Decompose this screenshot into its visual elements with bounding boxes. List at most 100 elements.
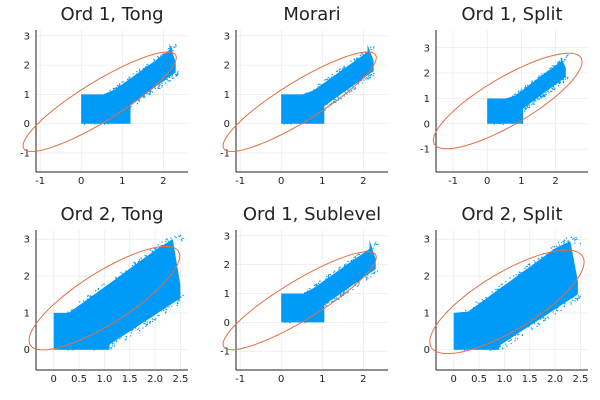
- scatter-point: [174, 235, 176, 238]
- x-tick-label: -1: [235, 176, 245, 187]
- scatter-point: [288, 302, 290, 304]
- scatter-point: [494, 347, 496, 349]
- scatter-point: [168, 80, 170, 82]
- scatter-point: [509, 337, 511, 339]
- scatter-point: [481, 302, 483, 304]
- scatter-point: [295, 100, 298, 102]
- scatter-point: [335, 272, 337, 274]
- scatter-point: [91, 297, 93, 299]
- scatter-point: [374, 243, 376, 245]
- scatter-point: [112, 341, 114, 343]
- scatter-point: [524, 90, 526, 92]
- scatter-point: [311, 314, 313, 316]
- y-tick-label: 3: [224, 31, 230, 42]
- scatter-point: [502, 123, 504, 125]
- scatter-point: [461, 317, 463, 319]
- scatter-point: [545, 94, 547, 96]
- scatter-point: [131, 330, 133, 332]
- x-tick-label: 1.0: [496, 374, 512, 385]
- scatter-point: [107, 121, 109, 123]
- scatter-point: [350, 90, 352, 92]
- scatter-point: [102, 288, 104, 290]
- scatter-point: [533, 101, 535, 103]
- scatter-point: [514, 340, 516, 342]
- scatter-point: [343, 291, 345, 293]
- scatter-point: [304, 295, 306, 297]
- scatter-point: [509, 277, 511, 279]
- scatter-point: [114, 277, 117, 279]
- scatter-point: [343, 67, 345, 69]
- scatter-point: [370, 249, 372, 251]
- y-tick-label: 0: [224, 318, 230, 329]
- scatter-point: [521, 110, 523, 112]
- scatter-point: [361, 82, 363, 84]
- scatter-point: [290, 122, 292, 125]
- scatter-point: [180, 234, 182, 236]
- y-tick-label: 2: [424, 272, 430, 283]
- scatter-point: [93, 349, 95, 351]
- scatter-point: [139, 70, 142, 72]
- y-tick-label: 1: [424, 308, 430, 319]
- scatter-point: [347, 260, 349, 262]
- scatter-point: [534, 262, 536, 264]
- scatter-point: [139, 329, 141, 332]
- point-cloud-region: [81, 43, 176, 124]
- scatter-point: [326, 276, 328, 278]
- scatter-point: [150, 254, 152, 256]
- scatter-point: [534, 80, 537, 82]
- scatter-point: [135, 327, 137, 329]
- scatter-point: [308, 95, 310, 97]
- scatter-point: [178, 235, 180, 237]
- scatter-point: [290, 303, 292, 305]
- scatter-point: [548, 254, 550, 256]
- scatter-point: [168, 306, 170, 308]
- scatter-point: [552, 249, 554, 251]
- scatter-point: [459, 317, 461, 319]
- scatter-point: [349, 88, 351, 90]
- scatter-point: [158, 249, 160, 251]
- scatter-point: [489, 114, 491, 116]
- scatter-point: [533, 99, 536, 101]
- scatter-point: [98, 288, 100, 290]
- scatter-point: [69, 312, 71, 314]
- scatter-point: [344, 265, 346, 267]
- scatter-point: [357, 258, 359, 260]
- scatter-point: [167, 80, 169, 82]
- scatter-point: [146, 321, 148, 323]
- scatter-point: [545, 92, 547, 94]
- scatter-point: [377, 243, 379, 245]
- scatter-point: [338, 72, 340, 74]
- scatter-point: [531, 80, 533, 82]
- scatter-point: [362, 56, 364, 58]
- scatter-point: [524, 271, 526, 273]
- scatter-point: [479, 302, 481, 304]
- scatter-point: [528, 267, 530, 269]
- scatter-point: [373, 272, 375, 274]
- scatter-point: [289, 322, 291, 324]
- scatter-point: [161, 241, 163, 243]
- scatter-point: [563, 242, 565, 244]
- scatter-point: [170, 47, 172, 49]
- scatter-point: [129, 104, 131, 106]
- ellipse-bound: [222, 51, 377, 153]
- scatter-point: [315, 309, 317, 312]
- scatter-point: [558, 85, 560, 87]
- scatter-point: [177, 303, 179, 305]
- scatter-point: [94, 123, 96, 125]
- scatter-point: [91, 122, 93, 124]
- scatter-point: [146, 324, 148, 326]
- scatter-point: [556, 307, 558, 309]
- scatter-point: [311, 312, 313, 315]
- scatter-point: [109, 89, 111, 92]
- scatter-point: [557, 63, 559, 65]
- scatter-point: [301, 320, 303, 322]
- scatter-point: [173, 77, 175, 79]
- scatter-point: [139, 98, 141, 100]
- scatter-point: [576, 238, 578, 240]
- scatter-point: [341, 269, 343, 271]
- scatter-point: [545, 72, 547, 74]
- scatter-point: [517, 113, 519, 116]
- scatter-point: [564, 59, 566, 61]
- scatter-point: [347, 89, 349, 91]
- scatter-point: [104, 97, 106, 100]
